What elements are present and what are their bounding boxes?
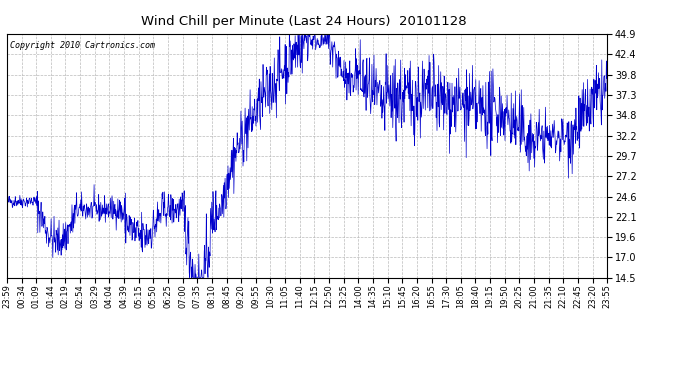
Text: Copyright 2010 Cartronics.com: Copyright 2010 Cartronics.com — [10, 41, 155, 50]
Text: Wind Chill per Minute (Last 24 Hours)  20101128: Wind Chill per Minute (Last 24 Hours) 20… — [141, 15, 466, 28]
